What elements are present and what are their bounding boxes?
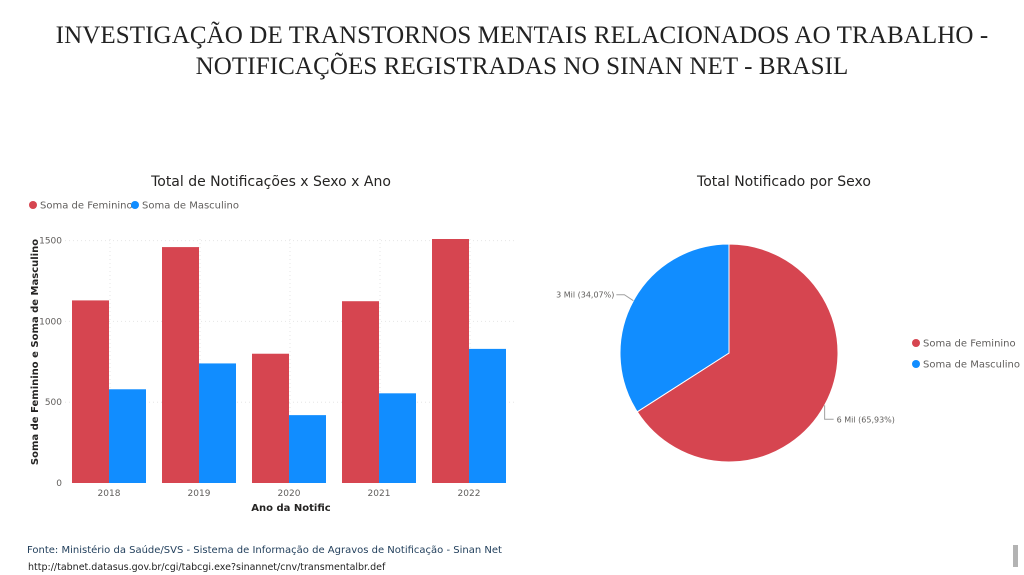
bar-y-axis-title: Soma de Feminino e Soma de Masculino	[30, 239, 41, 465]
bar-masculino[interactable]	[289, 415, 326, 483]
x-tick-label: 2021	[368, 489, 391, 499]
bar-feminino[interactable]	[252, 353, 289, 483]
bar-legend[interactable]: Soma de Feminino Soma de Masculino	[29, 201, 239, 212]
source-note: Fonte: Ministério da Saúde/SVS - Sistema…	[27, 545, 502, 556]
y-tick-label: 500	[45, 398, 62, 408]
bar-x-axis-title: Ano da Notific	[251, 503, 330, 514]
legend-marker-feminino	[29, 201, 37, 209]
pie-data-labels: 6 Mil (65,93%) 3 Mil (34,07%)	[556, 291, 895, 425]
bar-gridlines	[65, 239, 515, 483]
x-tick-label: 2019	[188, 489, 211, 499]
x-tick-label: 2018	[98, 489, 121, 499]
pie-legend-label-feminino: Soma de Feminino	[923, 339, 1016, 350]
page-title-line2: NOTIFICAÇÕES REGISTRADAS NO SINAN NET - …	[195, 53, 849, 80]
y-tick-label: 1500	[39, 237, 62, 247]
pie-data-label-masculino: 3 Mil (34,07%)	[556, 291, 614, 300]
bar-feminino[interactable]	[342, 301, 379, 483]
bar-chart-title: Total de Notificações x Sexo x Ano	[150, 174, 391, 190]
legend-label-masculino: Soma de Masculino	[142, 201, 239, 212]
pie-slice-masculino[interactable]	[619, 243, 730, 413]
pie-leader-line	[824, 405, 834, 420]
bar-feminino[interactable]	[162, 247, 199, 483]
bar-chart: Total de Notificações x Sexo x Ano Soma …	[29, 174, 515, 514]
pie-leader-line	[616, 294, 634, 302]
pie-legend-label-masculino: Soma de Masculino	[923, 360, 1020, 371]
bar-feminino[interactable]	[432, 239, 469, 483]
y-tick-label: 0	[56, 479, 62, 489]
page-title: INVESTIGAÇÃO DE TRANSTORNOS MENTAIS RELA…	[0, 20, 1024, 82]
pie-chart: Total Notificado por Sexo 6 Mil (65,93%)…	[556, 174, 1020, 463]
y-tick-label: 1000	[39, 317, 62, 327]
bar-y-ticks: 0 500 1000 1500	[39, 237, 62, 489]
pie-legend-marker-feminino	[912, 339, 920, 347]
pie-data-label-feminino: 6 Mil (65,93%)	[837, 415, 895, 424]
bar-masculino[interactable]	[469, 348, 506, 483]
bar-bars	[72, 239, 506, 483]
pie-legend[interactable]: Soma de Feminino Soma de Masculino	[912, 339, 1020, 371]
bar-masculino[interactable]	[379, 393, 416, 483]
x-tick-label: 2020	[278, 489, 301, 499]
source-url[interactable]: http://tabnet.datasus.gov.br/cgi/tabcgi.…	[28, 562, 386, 573]
x-tick-label: 2022	[458, 489, 481, 499]
legend-marker-masculino	[131, 201, 139, 209]
bar-x-ticks: 2018 2019 2020 2021 2022	[98, 489, 481, 499]
page-title-line1: INVESTIGAÇÃO DE TRANSTORNOS MENTAIS RELA…	[55, 22, 989, 49]
pie-legend-marker-masculino	[912, 360, 920, 368]
pie-chart-title: Total Notificado por Sexo	[696, 174, 871, 190]
legend-label-feminino: Soma de Feminino	[40, 201, 133, 212]
bar-feminino[interactable]	[72, 300, 109, 483]
bar-masculino[interactable]	[199, 363, 236, 483]
scrollbar-handle[interactable]	[1013, 545, 1018, 567]
pie-slices	[619, 243, 839, 463]
bar-masculino[interactable]	[109, 389, 146, 483]
